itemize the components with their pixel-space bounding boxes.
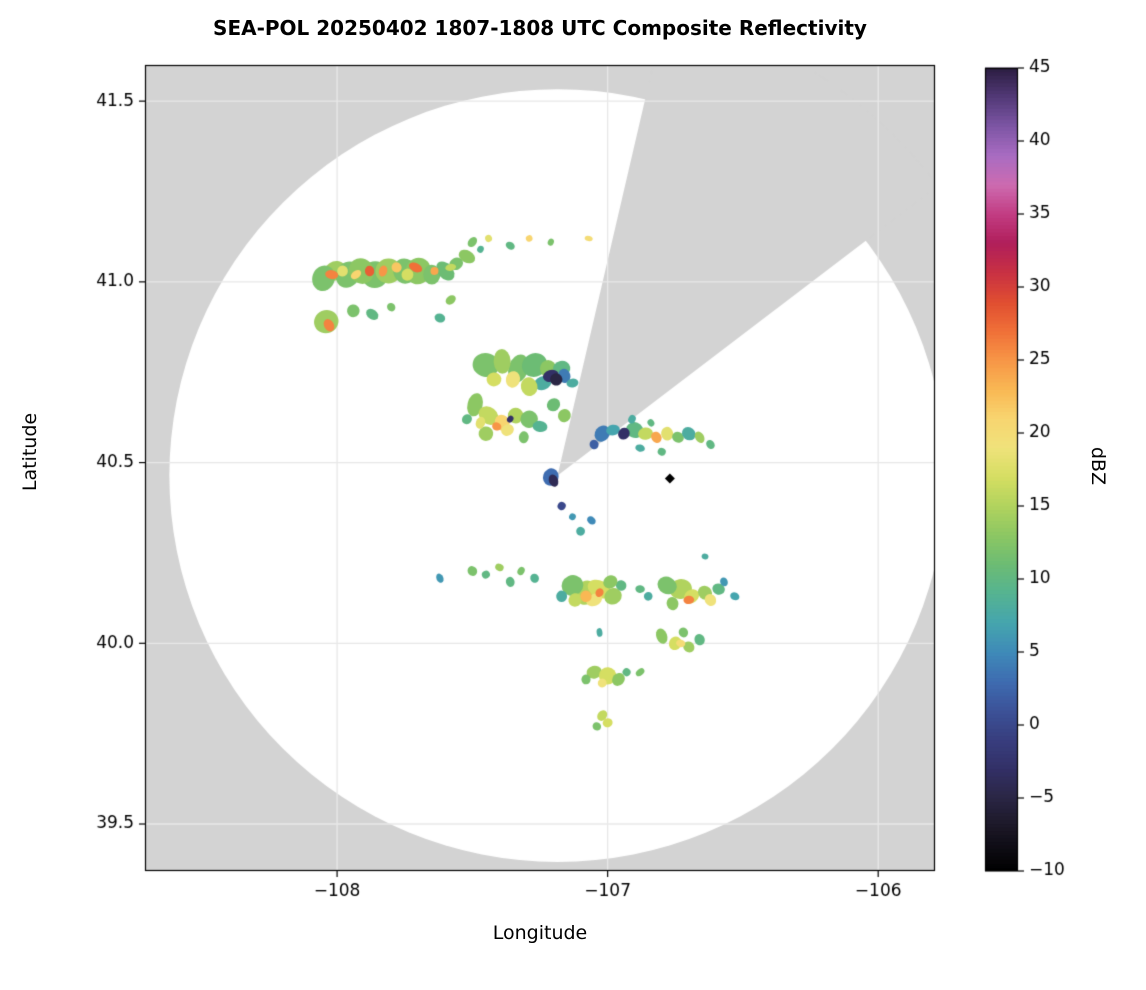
x-axis-label: Longitude <box>492 922 588 944</box>
colorbar-label: dBZ <box>1087 446 1109 486</box>
chart-title: SEA-POL 20250402 1807-1808 UTC Composite… <box>213 16 867 40</box>
y-axis-label: Latitude <box>19 412 41 492</box>
